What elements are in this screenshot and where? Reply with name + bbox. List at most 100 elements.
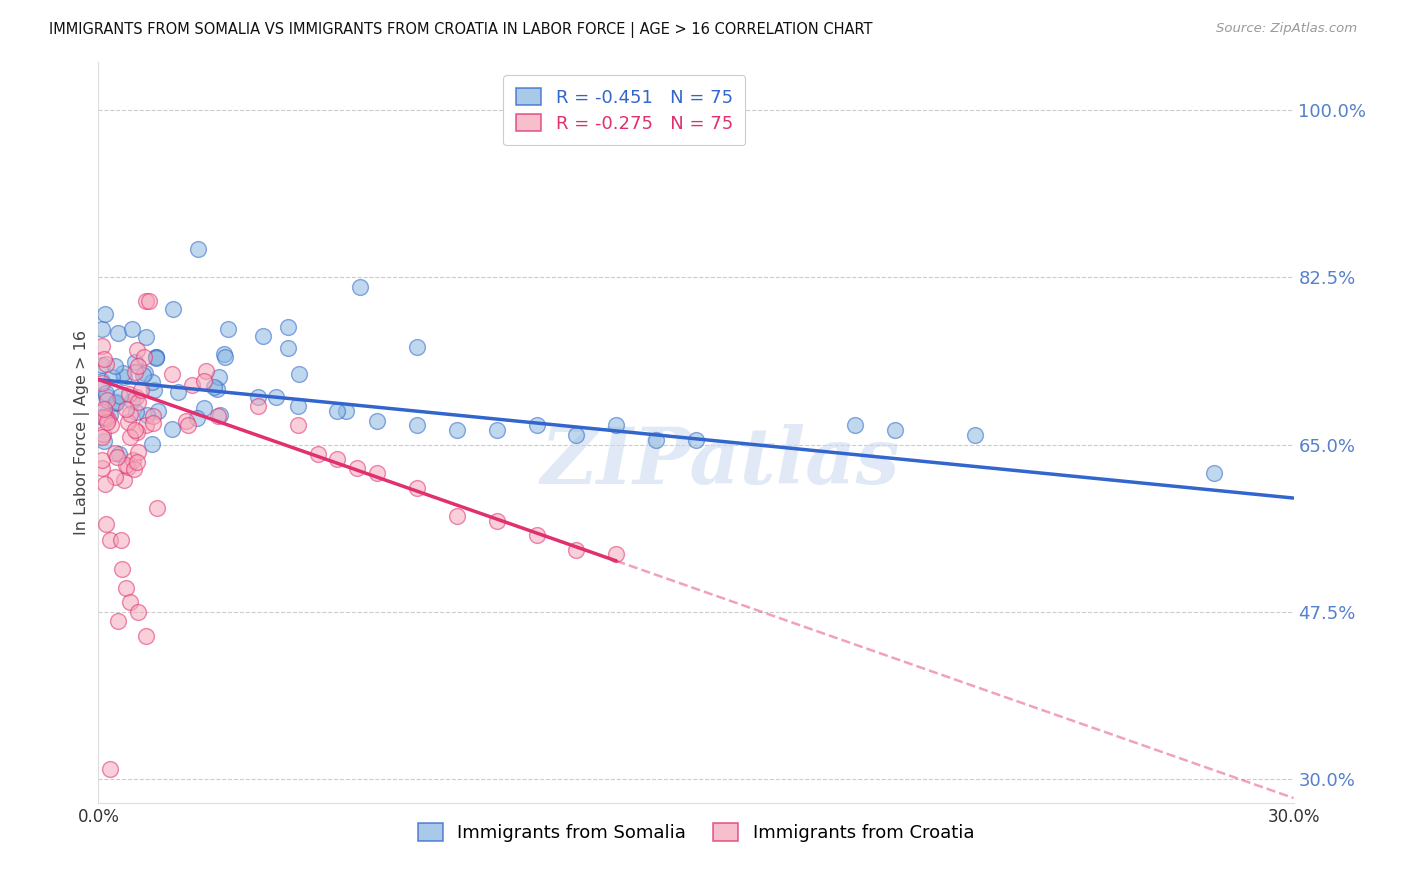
Point (127, 395, 149, 409)
Point (186, 411, 208, 425)
Point (94, 357, 117, 371)
Point (217, 322, 239, 336)
Point (138, 294, 160, 309)
Point (208, 370, 231, 384)
Point (167, 384, 190, 399)
Point (132, 368, 155, 382)
Point (565, 542, 588, 557)
Point (125, 390, 148, 404)
Point (307, 447, 329, 461)
Point (160, 422, 183, 436)
Point (115, 402, 138, 417)
Point (110, 533, 132, 547)
Point (135, 417, 157, 432)
Point (111, 562, 134, 576)
Point (93, 434, 115, 449)
Point (141, 375, 163, 389)
Point (406, 340, 429, 354)
Point (117, 460, 139, 475)
Point (91, 427, 114, 442)
Point (208, 408, 231, 422)
Point (181, 377, 204, 392)
Point (112, 366, 135, 380)
Point (685, 433, 707, 447)
Point (148, 404, 170, 418)
Point (526, 418, 548, 433)
Point (349, 280, 371, 294)
Point (205, 382, 228, 396)
Point (125, 405, 148, 419)
Point (142, 409, 165, 423)
Point (346, 461, 368, 475)
Point (120, 595, 142, 609)
Point (645, 433, 668, 447)
Legend: Immigrants from Somalia, Immigrants from Croatia: Immigrants from Somalia, Immigrants from… (411, 816, 981, 849)
Point (195, 364, 218, 378)
Point (160, 367, 183, 381)
Point (127, 359, 149, 373)
Point (91, 410, 114, 425)
Point (96, 393, 118, 408)
Point (107, 326, 129, 340)
Point (107, 615, 129, 629)
Point (142, 416, 165, 430)
Point (91, 339, 114, 353)
Point (107, 450, 129, 464)
Point (526, 528, 548, 542)
Point (98, 763, 122, 777)
Point (193, 401, 215, 415)
Point (125, 455, 148, 469)
Point (146, 501, 169, 516)
Text: ZIPatlas: ZIPatlas (540, 424, 900, 500)
Point (884, 423, 907, 437)
Point (112, 369, 135, 384)
Point (91, 374, 114, 388)
Point (91, 405, 114, 419)
Point (326, 404, 349, 418)
Point (104, 359, 127, 373)
Point (129, 383, 152, 397)
Point (121, 322, 143, 336)
Point (96, 412, 118, 426)
Point (91, 430, 114, 444)
Point (98, 533, 121, 547)
Point (93, 410, 115, 425)
Point (277, 341, 299, 355)
Point (1202, 467, 1225, 481)
Point (91, 358, 114, 372)
Point (844, 418, 866, 433)
Point (115, 581, 138, 595)
Point (104, 396, 127, 410)
Point (446, 423, 468, 437)
Point (287, 400, 309, 414)
Point (121, 453, 143, 467)
Text: Source: ZipAtlas.com: Source: ZipAtlas.com (1216, 22, 1357, 36)
Point (277, 319, 299, 334)
Point (94, 386, 117, 401)
Point (105, 396, 128, 410)
Point (145, 351, 167, 365)
Point (124, 424, 146, 438)
Point (91, 461, 114, 475)
Point (406, 418, 429, 433)
Point (122, 462, 145, 476)
Point (252, 328, 274, 343)
Point (104, 469, 127, 483)
Point (127, 605, 149, 619)
Point (335, 403, 357, 417)
Point (366, 467, 388, 481)
Point (485, 423, 508, 437)
Point (91, 376, 114, 391)
Point (963, 428, 986, 442)
Point (288, 368, 311, 382)
Point (118, 386, 141, 401)
Point (287, 418, 309, 433)
Point (134, 366, 156, 380)
Point (177, 417, 200, 432)
Point (112, 474, 135, 488)
Point (94, 307, 117, 321)
Point (124, 365, 146, 379)
Point (135, 329, 157, 343)
Point (127, 445, 149, 459)
Point (104, 446, 127, 460)
